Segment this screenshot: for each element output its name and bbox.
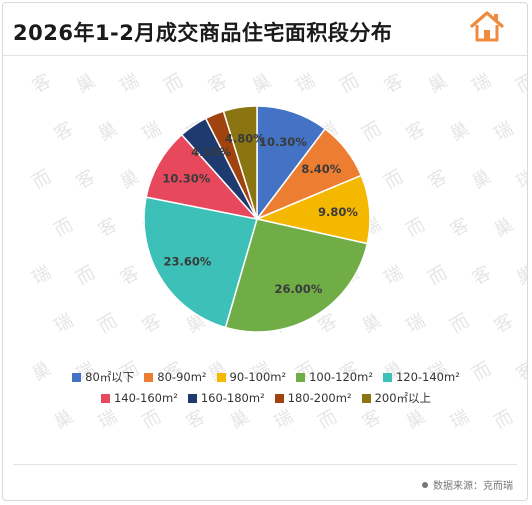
title-divider: [3, 55, 527, 56]
pie-slice: [222, 105, 258, 220]
slice-data-label: 8.40%: [301, 162, 341, 176]
bullet-icon: [422, 481, 428, 488]
legend-item: 160-180m²: [187, 390, 265, 406]
legend: 80㎡以下 80-90m² 90-100m² 100-120m² 120-140m² 1…: [3, 369, 527, 411]
legend-label: 140-160m²: [113, 391, 178, 405]
legend-item: 90-100m²: [216, 369, 287, 385]
legend-swatch: [361, 393, 371, 403]
pie-slice: [224, 218, 369, 333]
slice-data-label: 10.30%: [162, 172, 210, 186]
source-note: 数据来源：克而瑞: [422, 477, 513, 492]
legend-swatch: [100, 393, 110, 403]
legend-item: 80㎡以下: [72, 369, 134, 385]
legend-label: 160-180m²: [200, 391, 265, 405]
legend-label: 100-120m²: [309, 370, 373, 384]
slice-data-label: 9.80%: [318, 205, 358, 219]
legend-swatch: [274, 393, 284, 403]
house-icon: [470, 11, 504, 42]
source-divider: [13, 464, 517, 465]
legend-label: 180-200m²: [287, 391, 352, 405]
pie-chart: 10.30% 8.40% 9.80% 26.00% 23.60% 10.30% 4.10%4…: [143, 105, 371, 333]
legend-swatch: [296, 372, 306, 382]
chart-card: 2026年1-2月成交商品住宅面积段分布 客巢瑞而客巢瑞而客巢瑞而客巢瑞而客巢瑞…: [2, 2, 528, 501]
pie-slice: [145, 133, 260, 221]
slice-data-label: 4.10%: [191, 145, 231, 159]
slice-data-label: 4.80%: [225, 132, 265, 146]
legend-swatch: [382, 372, 392, 382]
pie-slice: [143, 196, 258, 329]
legend-swatch: [187, 393, 197, 403]
legend-label: 80㎡以下: [85, 370, 135, 384]
legend-swatch: [72, 372, 82, 382]
legend-item: 80-90m²: [144, 369, 207, 385]
legend-item: 140-160m²: [100, 390, 178, 406]
legend-label: 120-140m²: [395, 370, 460, 384]
legend-item: 120-140m²: [382, 369, 460, 385]
pie-slice: [256, 105, 327, 222]
legend-label: 90-100m²: [229, 370, 287, 384]
source-label: 数据来源：克而瑞: [433, 481, 513, 492]
slice-data-label: 10.30%: [259, 135, 307, 149]
legend-item: 200㎡以上: [361, 390, 432, 406]
legend-swatch: [144, 372, 154, 382]
legend-label: 200㎡以上: [374, 391, 432, 405]
legend-swatch: [216, 372, 226, 382]
legend-item: 180-200m²: [274, 390, 352, 406]
slice-data-label: 26.00%: [274, 282, 322, 296]
page-title: 2026年1-2月成交商品住宅面积段分布: [13, 21, 393, 45]
slice-data-label: 23.60%: [164, 254, 212, 268]
legend-label: 80-90m²: [157, 370, 207, 384]
legend-item: 100-120m²: [296, 369, 373, 385]
